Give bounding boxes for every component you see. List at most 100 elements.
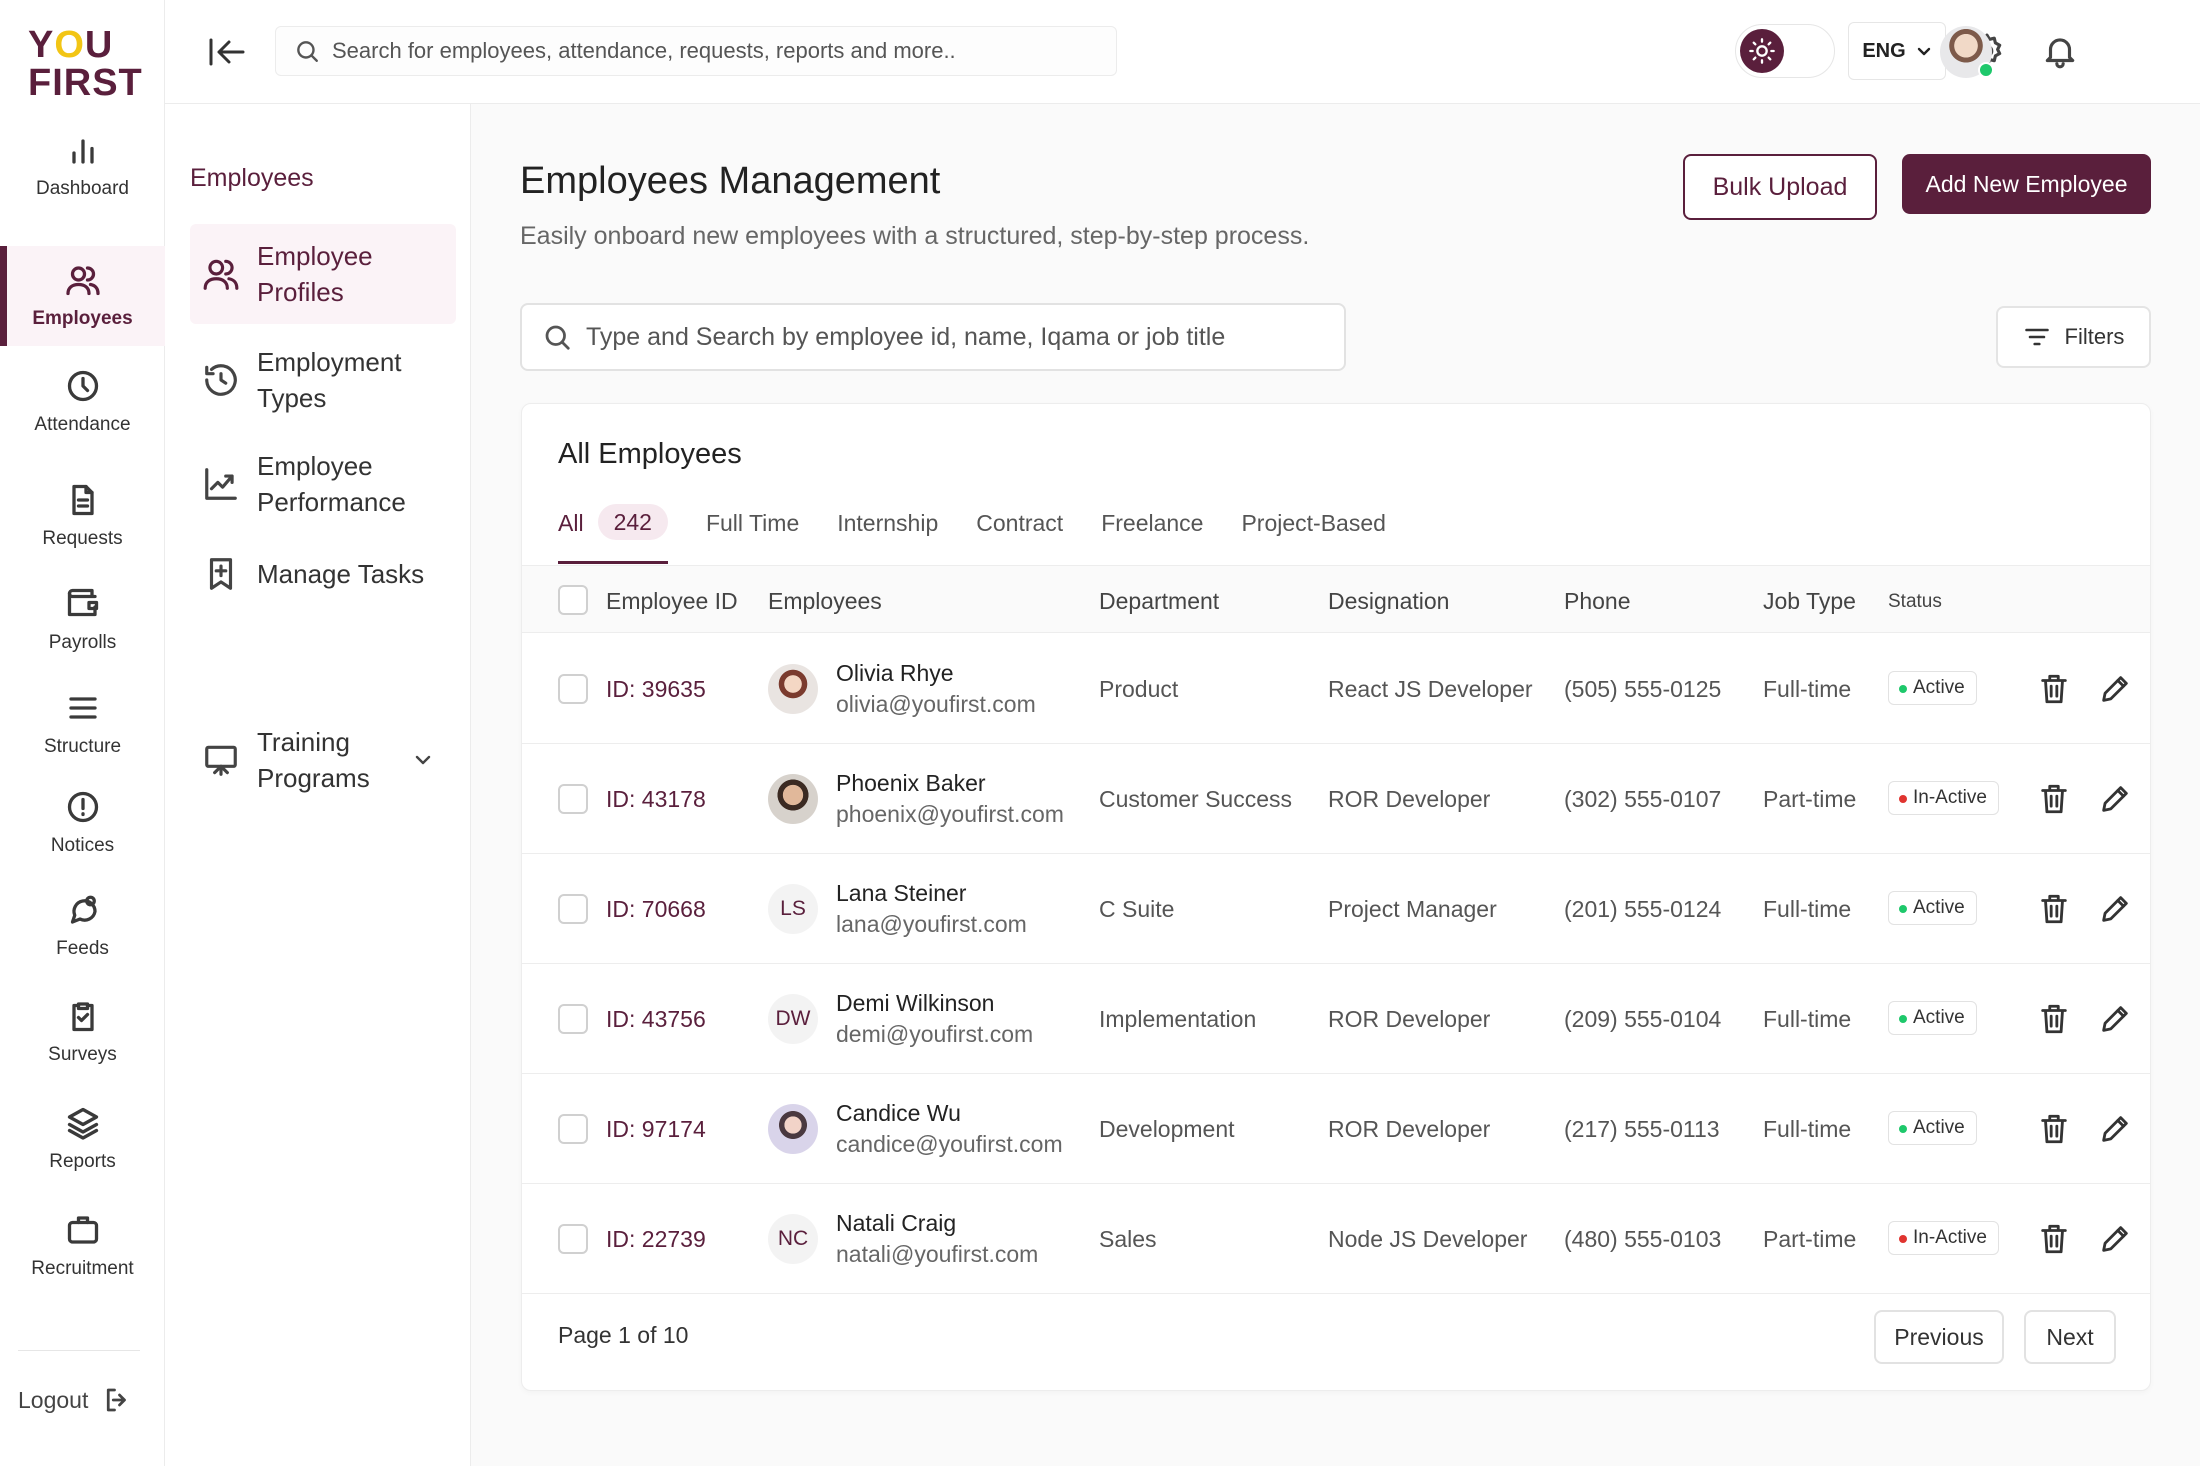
column-header[interactable]: Employees	[768, 588, 882, 614]
employee-email: olivia@youfirst.com	[836, 691, 1036, 717]
employee-name: Natali Craig	[836, 1210, 957, 1236]
status-badge: In-Active	[1888, 1221, 1999, 1255]
global-search[interactable]	[275, 26, 1117, 76]
pencil-icon	[2102, 1006, 2128, 1032]
employee-search-input[interactable]	[586, 322, 1326, 352]
theme-toggle[interactable]	[1735, 24, 1835, 78]
tab-internship[interactable]: Internship	[837, 502, 938, 564]
bulk-upload-button[interactable]: Bulk Upload	[1683, 154, 1877, 220]
rail-item-employees[interactable]: Employees	[0, 246, 165, 346]
table-row[interactable]: ID: 39635 Olivia Rhye olivia@youfirst.com P…	[522, 634, 2150, 744]
edit-button[interactable]	[2098, 1002, 2132, 1036]
table-title: All Employees	[558, 438, 742, 470]
delete-button[interactable]	[2037, 892, 2071, 926]
alert-circle-icon	[67, 791, 98, 823]
rail-item-feeds[interactable]: Feeds	[0, 878, 165, 974]
rail-item-label: Dashboard	[36, 178, 129, 199]
trash-icon	[2041, 894, 2067, 924]
select-all-checkbox[interactable]	[558, 585, 588, 615]
row-checkbox[interactable]	[558, 784, 588, 814]
employee-search[interactable]	[520, 303, 1346, 371]
row-checkbox[interactable]	[558, 1004, 588, 1034]
tab-label: All	[558, 510, 584, 536]
column-header[interactable]: Designation	[1328, 588, 1450, 614]
tab-freelance[interactable]: Freelance	[1101, 502, 1203, 564]
tab-label: Full Time	[705, 510, 800, 536]
rail-item-notices[interactable]: Notices	[0, 775, 165, 871]
row-checkbox[interactable]	[558, 1224, 588, 1254]
delete-button[interactable]	[2037, 1112, 2071, 1146]
logout-button[interactable]: Logout	[18, 1385, 132, 1415]
employee-job-type: Full-time	[1763, 676, 1852, 702]
row-checkbox[interactable]	[558, 1114, 588, 1144]
row-checkbox[interactable]	[558, 894, 588, 924]
trash-icon	[2041, 1114, 2067, 1144]
column-header[interactable]: Department	[1099, 588, 1220, 614]
rail-item-surveys[interactable]: Surveys	[0, 984, 165, 1080]
edit-button[interactable]	[2098, 1222, 2132, 1256]
delete-button[interactable]	[2037, 1222, 2071, 1256]
column-header[interactable]: Phone	[1564, 588, 1631, 614]
logout-label: Logout	[18, 1386, 89, 1413]
subnav-manage-tasks[interactable]: Manage Tasks	[190, 542, 456, 606]
rail-item-label: Requests	[42, 528, 123, 549]
search-icon	[297, 41, 318, 62]
rail-item-dashboard[interactable]: Dashboard	[0, 118, 165, 214]
tab-all[interactable]: All 242	[558, 502, 668, 564]
tab-label: Freelance	[1101, 510, 1204, 536]
edit-button[interactable]	[2098, 892, 2132, 926]
subnav-training-programs[interactable]: Training Programs	[190, 710, 456, 810]
tab-label: Contract	[976, 510, 1064, 536]
bar-chart-icon	[71, 139, 94, 164]
table-row[interactable]: ID: 70668 LS Lana Steiner lana@youfirst.com…	[522, 854, 2150, 964]
employee-avatar: NC	[768, 1214, 818, 1264]
row-checkbox[interactable]	[558, 674, 588, 704]
rail-item-recruitment[interactable]: Recruitment	[0, 1198, 165, 1294]
table-row[interactable]: ID: 97174 Candice Wu candice@youfirst.com D…	[522, 1074, 2150, 1184]
rail-item-reports[interactable]: Reports	[0, 1091, 165, 1187]
table-row[interactable]: ID: 43756 DW Demi Wilkinson demi@youfirst.c…	[522, 964, 2150, 1074]
table-row[interactable]: ID: 22739 NC Natali Craig natali@youfirst.c…	[522, 1184, 2150, 1294]
trash-icon	[2041, 1224, 2067, 1254]
next-page-button[interactable]: Next	[2024, 1310, 2116, 1364]
brand-logo[interactable]: YOU FIRST	[28, 26, 142, 106]
delete-button[interactable]	[2037, 782, 2071, 816]
add-new-employee-button[interactable]: Add New Employee	[1902, 154, 2151, 214]
edit-button[interactable]	[2098, 782, 2132, 816]
subnav-employee-profiles[interactable]: Employee Profiles	[190, 224, 456, 324]
column-header[interactable]: Employee ID	[606, 588, 738, 614]
subnav-employment-types[interactable]: Employment Types	[190, 330, 456, 430]
delete-button[interactable]	[2037, 672, 2071, 706]
rail-item-label: Attendance	[34, 414, 131, 435]
language-select[interactable]: ENG	[1848, 22, 1946, 80]
global-search-input[interactable]	[332, 38, 1092, 64]
left-rail: YOU FIRST Dashboard Employees Attendance…	[0, 0, 165, 1466]
subsidebar-title: Employees	[190, 164, 314, 192]
employee-designation: Project Manager	[1328, 896, 1497, 922]
tab-contract[interactable]: Contract	[976, 502, 1063, 564]
language-value: ENG	[1862, 39, 1906, 62]
table-row[interactable]: ID: 43178 Phoenix Baker phoenix@youfirst.c…	[522, 744, 2150, 854]
rail-item-requests[interactable]: Requests	[0, 468, 165, 564]
employee-phone: (201) 555-0124	[1564, 896, 1722, 922]
previous-page-button[interactable]: Previous	[1874, 1310, 2004, 1364]
delete-button[interactable]	[2037, 1002, 2071, 1036]
notifications-button[interactable]	[2041, 32, 2079, 70]
filters-button[interactable]: Filters	[1996, 306, 2151, 368]
employee-email: demi@youfirst.com	[836, 1021, 1034, 1047]
column-header[interactable]: Job Type	[1763, 588, 1856, 614]
tab-project-based[interactable]: Project-Based	[1241, 502, 1385, 564]
tab-full-time[interactable]: Full Time	[706, 502, 799, 564]
rail-item-payrolls[interactable]: Payrolls	[0, 572, 165, 668]
collapse-sidebar-button[interactable]	[205, 34, 249, 70]
edit-button[interactable]	[2098, 672, 2132, 706]
column-header[interactable]: Status	[1888, 591, 1942, 612]
subnav-employee-performance[interactable]: Employee Performance	[190, 434, 456, 534]
user-avatar[interactable]	[1940, 26, 1994, 78]
edit-button[interactable]	[2098, 1112, 2132, 1146]
employee-department: Implementation	[1099, 1006, 1257, 1032]
bookmark-plus-icon	[209, 558, 233, 590]
rail-item-structure[interactable]: Structure	[0, 676, 165, 772]
employee-designation: ROR Developer	[1328, 1116, 1491, 1142]
rail-item-attendance[interactable]: Attendance	[0, 354, 165, 450]
